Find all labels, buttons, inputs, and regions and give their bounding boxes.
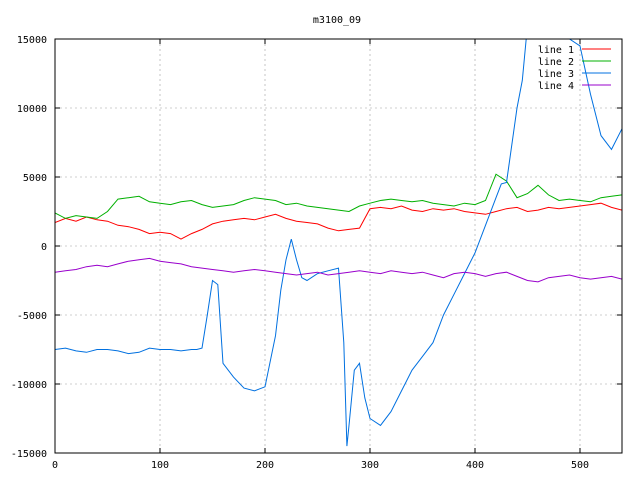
series-line-1 (55, 202, 622, 240)
x-tick-label: 0 (52, 460, 58, 471)
legend-label-3: line 3 (538, 69, 574, 80)
legend-label-1: line 1 (538, 45, 574, 56)
legend-label-4: line 4 (538, 81, 574, 92)
axes: 0 100 200 300 400 500 -15000 -10000 -5000 0 5000 10… (11, 35, 622, 471)
y-tick-label: -15000 (11, 449, 47, 460)
plot-frame (54, 38, 623, 454)
y-tick-label: 15000 (17, 35, 47, 46)
chart-title: m3100_09 (313, 15, 361, 26)
series-line-3 (55, 39, 622, 447)
y-tick-label: -5000 (17, 311, 47, 322)
x-tick-label: 100 (151, 460, 169, 471)
legend-label-2: line 2 (538, 57, 574, 68)
series-line-2 (55, 173, 622, 219)
series-line-4 (55, 257, 622, 283)
x-tick-label: 400 (466, 460, 484, 471)
x-tick-label: 300 (361, 460, 379, 471)
grid (55, 39, 622, 453)
x-tick-label: 500 (571, 460, 589, 471)
y-tick-label: 5000 (23, 173, 47, 184)
y-tick-label: 0 (41, 242, 47, 253)
series-group (55, 39, 622, 447)
y-tick-label: 10000 (17, 104, 47, 115)
y-tick-label: -10000 (11, 380, 47, 391)
x-tick-label: 200 (256, 460, 274, 471)
